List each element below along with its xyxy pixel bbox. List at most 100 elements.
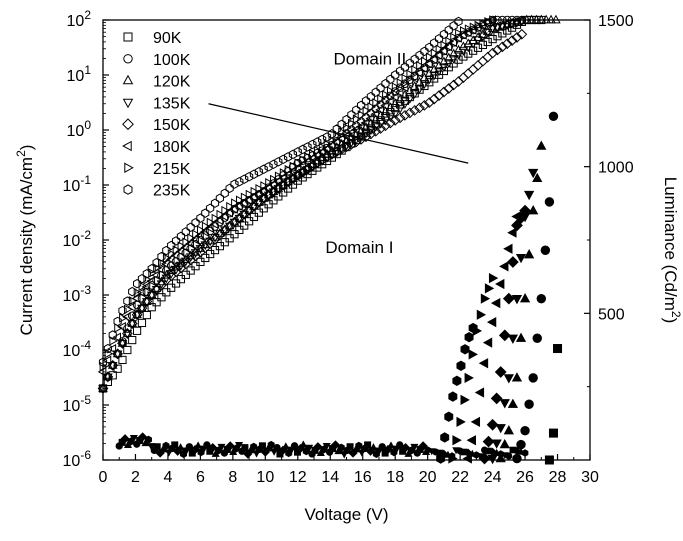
current-marker-150K (287, 173, 299, 184)
current-marker-180K (102, 355, 112, 366)
luminance-marker-235K (468, 322, 478, 334)
luminance-marker-215K (468, 349, 478, 360)
current-marker-90K (245, 217, 254, 226)
x-tick-label: 20 (419, 469, 437, 486)
current-marker-180K (141, 281, 151, 292)
current-marker-180K (165, 254, 175, 265)
current-marker-215K (347, 118, 357, 129)
current-marker-215K (294, 158, 304, 168)
current-marker-235K (113, 316, 122, 327)
current-marker-235K (308, 139, 317, 150)
current-marker-235K (235, 176, 244, 187)
luminance-marker-90K (548, 428, 558, 438)
current-marker-135K (434, 67, 444, 77)
current-marker-180K (350, 125, 360, 135)
luminance-baseline-marker (281, 442, 290, 450)
current-marker-215K (260, 181, 270, 191)
current-marker-150K (404, 107, 416, 119)
current-marker-235K (220, 188, 229, 198)
current-marker-180K (414, 68, 423, 79)
current-marker-150K (438, 86, 450, 98)
luminance-marker-180K (507, 227, 517, 238)
current-marker-120K (98, 383, 108, 392)
current-marker-215K (123, 304, 133, 315)
current-marker-150K (487, 47, 498, 59)
luminance-marker-150K (494, 366, 507, 378)
current-marker-135K (390, 110, 401, 119)
luminance-marker-120K (528, 205, 539, 215)
luminance-baseline-marker (120, 434, 130, 444)
luminance-marker-180K (470, 416, 481, 427)
y-left-tick-label: 10-4 (63, 338, 92, 360)
legend-marker-180K (122, 140, 132, 152)
luminance-baseline-marker (322, 442, 331, 451)
current-marker-150K (360, 131, 372, 143)
current-marker-215K (430, 48, 440, 59)
current-marker-215K (309, 148, 318, 159)
current-marker-235K (249, 169, 259, 179)
legend-marker-120K (122, 74, 134, 85)
current-marker-90K (473, 43, 483, 52)
current-marker-90K (142, 310, 151, 320)
current-marker-150K (433, 90, 445, 101)
current-marker-135K (478, 32, 488, 42)
luminance-marker-180K (478, 358, 489, 369)
current-marker-235K (254, 167, 263, 177)
current-marker-215K (128, 295, 138, 306)
luminance-marker-100K (528, 373, 538, 383)
current-marker-135K (137, 304, 147, 314)
current-marker-150K (501, 38, 513, 50)
luminance-baseline-marker (476, 453, 485, 461)
current-marker-135K (400, 100, 410, 109)
current-marker-180K (399, 82, 409, 93)
current-marker-215K (158, 258, 167, 268)
luminance-baseline-marker (208, 443, 218, 453)
current-marker-215K (328, 135, 338, 146)
current-marker-135K (463, 43, 474, 53)
current-marker-215K (255, 184, 265, 194)
current-marker-215K (226, 201, 235, 212)
current-marker-180K (365, 113, 375, 124)
legend-label-135K: 135K (153, 95, 191, 112)
luminance-marker-120K (523, 249, 535, 259)
current-marker-235K (103, 343, 112, 354)
luminance-marker-235K (440, 432, 450, 443)
current-marker-215K (406, 69, 416, 80)
current-marker-180K (467, 25, 477, 35)
current-marker-235K (386, 74, 395, 85)
current-marker-90K (123, 345, 132, 355)
x-tick-label: 26 (516, 469, 534, 486)
current-marker-235K (405, 58, 414, 68)
luminance-marker-180K (503, 243, 513, 254)
current-marker-235K (147, 264, 156, 274)
luminance-baseline-marker (364, 441, 372, 449)
luminance-marker-100K (548, 111, 559, 122)
y-left-tick-label: 10-6 (63, 448, 92, 470)
current-marker-235K (152, 257, 161, 268)
current-marker-135K (473, 36, 483, 45)
luminance-marker-150K (486, 418, 499, 431)
current-marker-135K (405, 95, 415, 104)
current-marker-235K (201, 208, 210, 218)
current-marker-90K (132, 326, 142, 335)
luminance-marker-120K (519, 293, 531, 303)
current-marker-100K (123, 324, 132, 333)
current-marker-90K (235, 225, 244, 234)
current-marker-150K (331, 146, 343, 158)
current-marker-120K (546, 14, 556, 24)
current-marker-180K (238, 198, 248, 208)
domain-boundary-line (208, 103, 469, 164)
current-marker-120K (531, 14, 542, 24)
current-marker-90K (191, 262, 200, 271)
x-tick-label: 28 (549, 469, 567, 486)
current-marker-235K (288, 149, 298, 160)
luminance-marker-215K (488, 273, 499, 284)
current-marker-235K (142, 269, 151, 279)
current-marker-120K (526, 14, 537, 24)
current-marker-150K (384, 117, 396, 129)
luminance-baseline-marker (330, 440, 341, 450)
current-marker-90K (176, 275, 186, 284)
luminance-marker-120K (507, 398, 519, 408)
current-marker-235K (342, 114, 351, 125)
